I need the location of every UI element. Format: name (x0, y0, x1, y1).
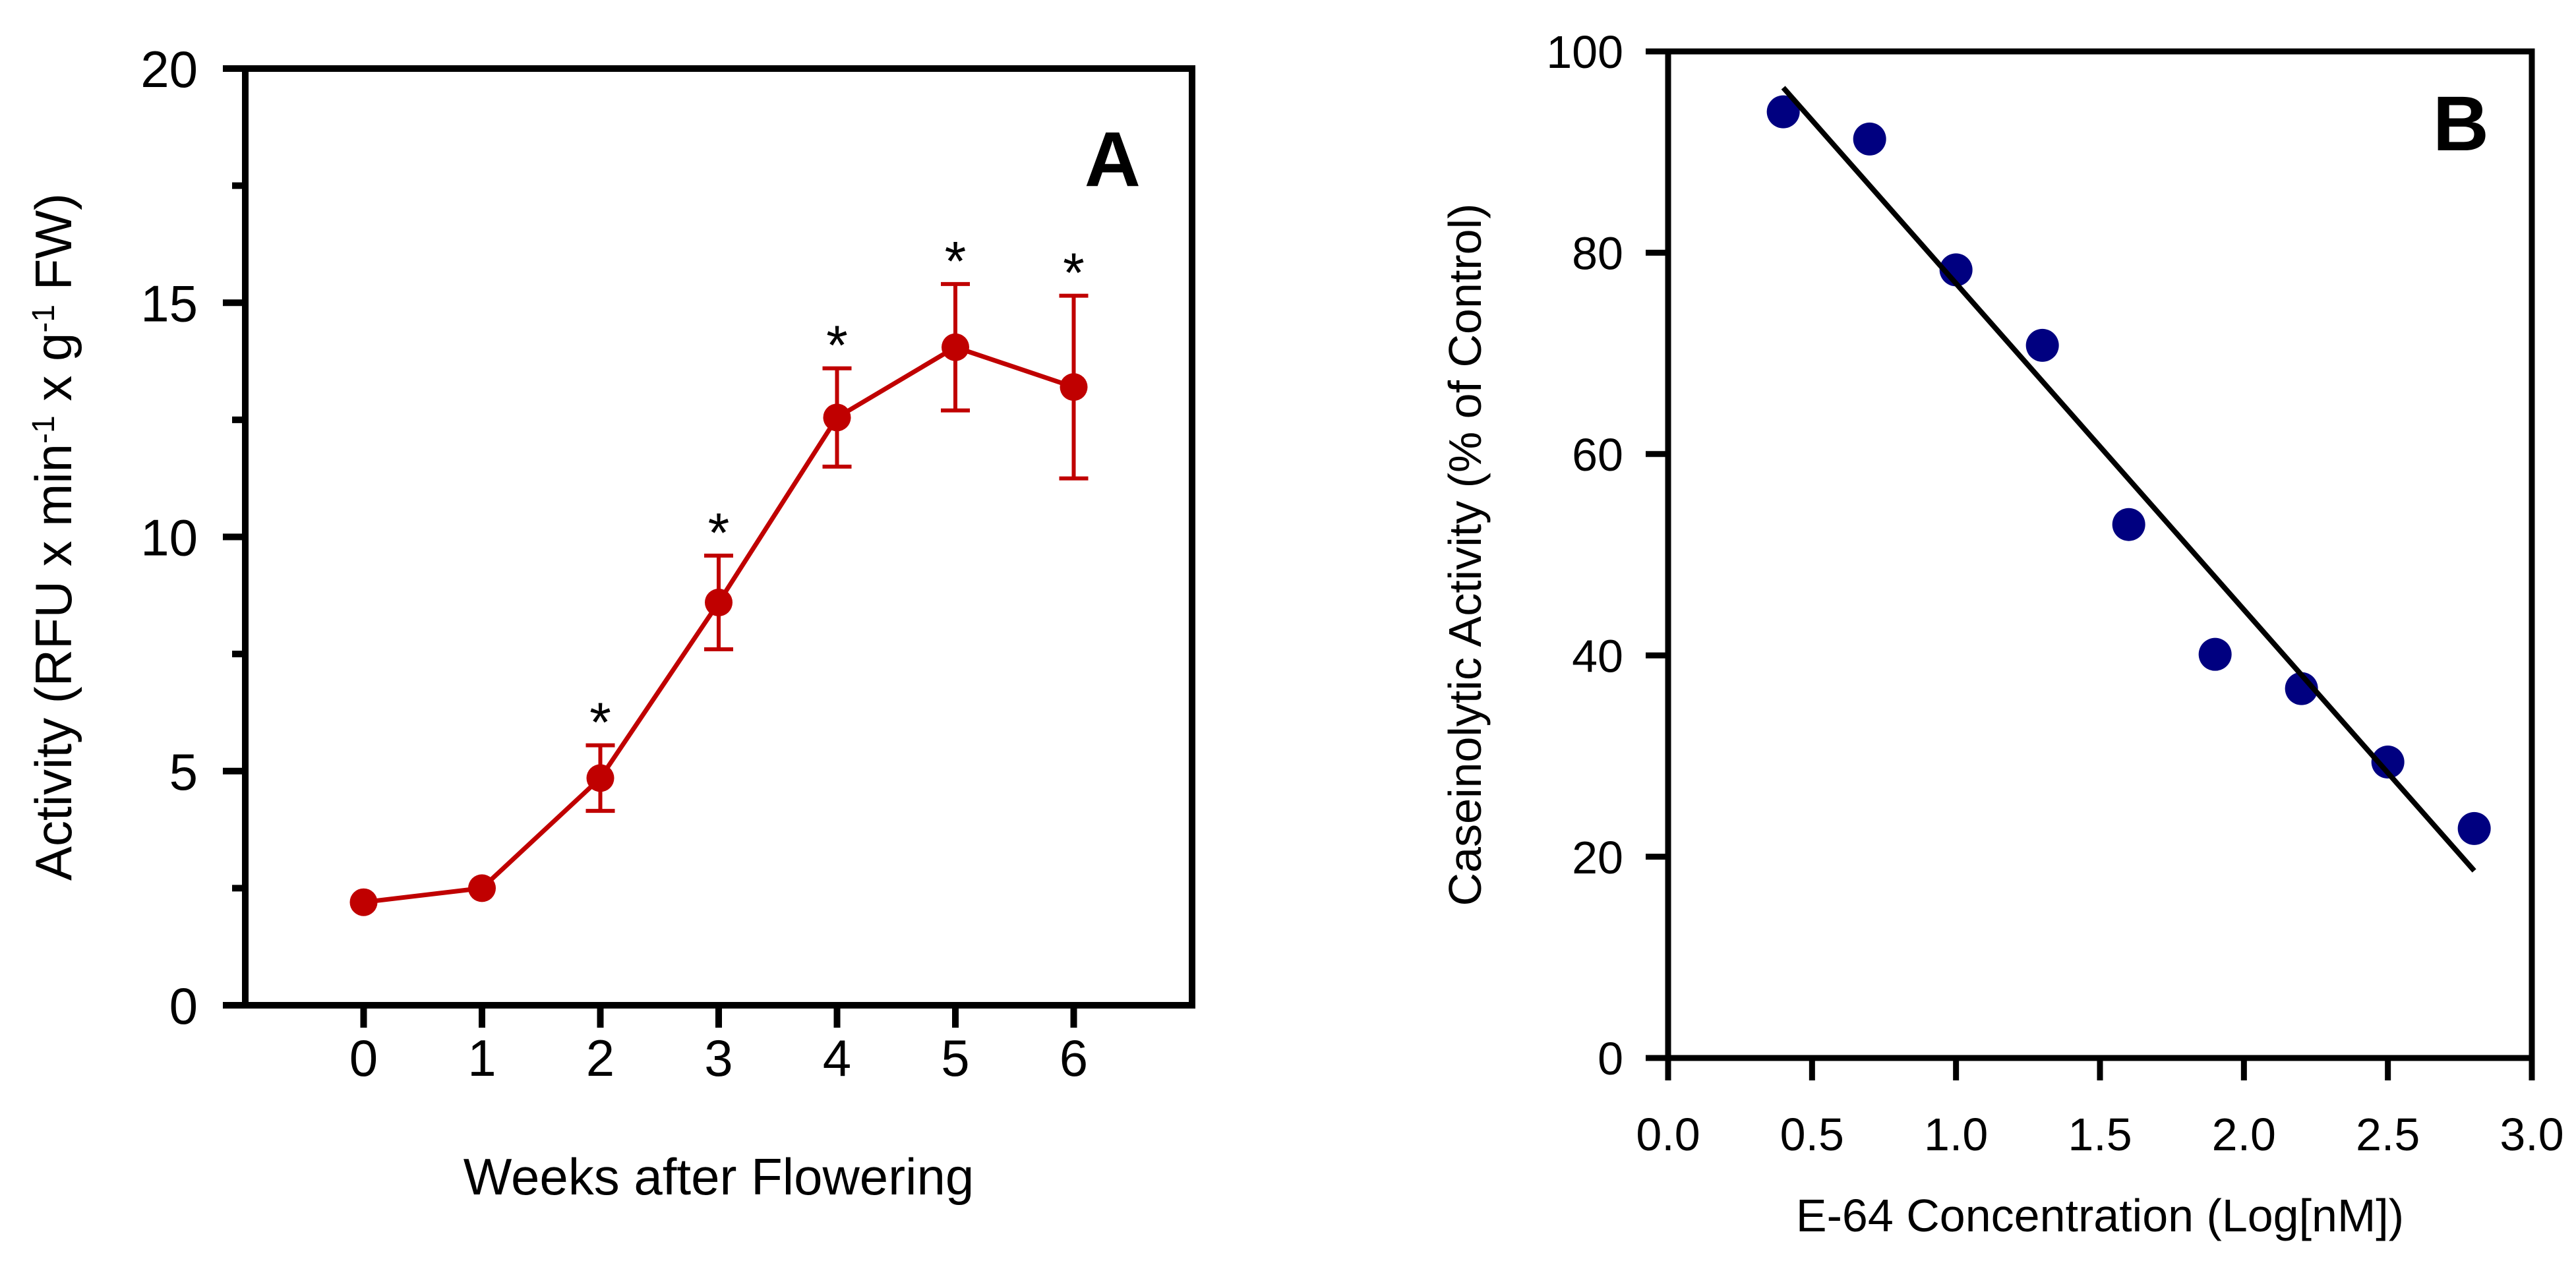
x-tick-label: 4 (823, 1029, 851, 1087)
y-tick-label: 15 (140, 274, 198, 332)
y-tick-label: 100 (1546, 26, 1623, 78)
y-axis-title-text: Caseinolytic Activity (% of Control) (1439, 204, 1491, 906)
data-point (2285, 672, 2318, 705)
data-point (1853, 122, 1886, 156)
data-point (1939, 253, 1973, 287)
y-tick-label: 60 (1572, 429, 1623, 481)
y-axis-title-superscript: -1 (26, 305, 61, 333)
data-point (2457, 811, 2491, 845)
chart-panel-b: 0 20 40 60 80 100 0.0 0.5 1.0 1.5 2.0 2.5 3.0 E-64 Co… (1439, 26, 2564, 1241)
data-point (2371, 746, 2405, 779)
significance-marker: * (945, 230, 967, 292)
significance-marker: * (589, 691, 611, 753)
x-tick-label: 0 (349, 1029, 378, 1087)
y-axis-title-text: FW) (24, 193, 82, 305)
x-tick-label: 1 (467, 1029, 496, 1087)
data-point (1060, 373, 1088, 401)
significance-marker: * (1063, 242, 1085, 304)
significance-marker: * (708, 502, 730, 564)
x-tick-label: 1.0 (1924, 1109, 1988, 1160)
panel-letter: B (2433, 80, 2489, 167)
y-tick-label: 80 (1572, 228, 1623, 279)
y-axis-title-text: x g (24, 333, 82, 416)
y-tick-label: 20 (140, 40, 198, 98)
y-tick-label: 0 (1598, 1033, 1623, 1084)
data-point (705, 588, 733, 616)
y-axis-title: Activity (RFU x min-1 x g-1 FW) (24, 193, 82, 881)
data-point (349, 888, 378, 916)
y-tick-label: 20 (1572, 832, 1623, 883)
x-tick-label: 6 (1060, 1029, 1088, 1087)
x-tick-label: 0.5 (1780, 1109, 1844, 1160)
data-point (586, 764, 614, 792)
panel-letter: A (1085, 116, 1141, 203)
data-point (2112, 508, 2145, 541)
y-axis-title: Caseinolytic Activity (% of Control) (1439, 204, 1491, 906)
y-tick-label: 10 (140, 509, 198, 567)
x-tick-label: 5 (941, 1029, 969, 1087)
data-point (942, 333, 969, 361)
y-axis-title-superscript: -1 (26, 415, 61, 444)
data-point (468, 874, 496, 902)
data-point (2025, 328, 2059, 362)
x-tick-label: 2.0 (2212, 1109, 2276, 1160)
plot-frame (1665, 48, 2535, 1061)
significance-marker: * (826, 314, 848, 376)
x-tick-label: 3.0 (2500, 1109, 2563, 1160)
x-axis-title: Weeks after Flowering (464, 1148, 974, 1206)
x-tick-label: 3 (704, 1029, 733, 1087)
x-axis-title: E-64 Concentration (Log[nM]) (1796, 1190, 2404, 1241)
y-tick-label: 5 (169, 743, 198, 801)
data-point (1766, 95, 1800, 129)
fit-line (1781, 86, 2476, 873)
x-tick-label: 2 (586, 1029, 614, 1087)
x-tick-label: 1.5 (2068, 1109, 2132, 1160)
y-tick-label: 40 (1572, 630, 1623, 682)
x-tick-label: 2.5 (2356, 1109, 2420, 1160)
chart-panel-a: 0 5 10 15 20 0 1 2 3 4 5 6 Weeks after Flowering Acti… (24, 40, 1195, 1206)
data-point (823, 403, 851, 432)
data-point (2198, 637, 2232, 671)
y-axis-title-text: Activity (RFU x min (24, 444, 82, 881)
x-tick-label: 0.0 (1636, 1109, 1700, 1160)
y-tick-label: 0 (169, 977, 198, 1035)
